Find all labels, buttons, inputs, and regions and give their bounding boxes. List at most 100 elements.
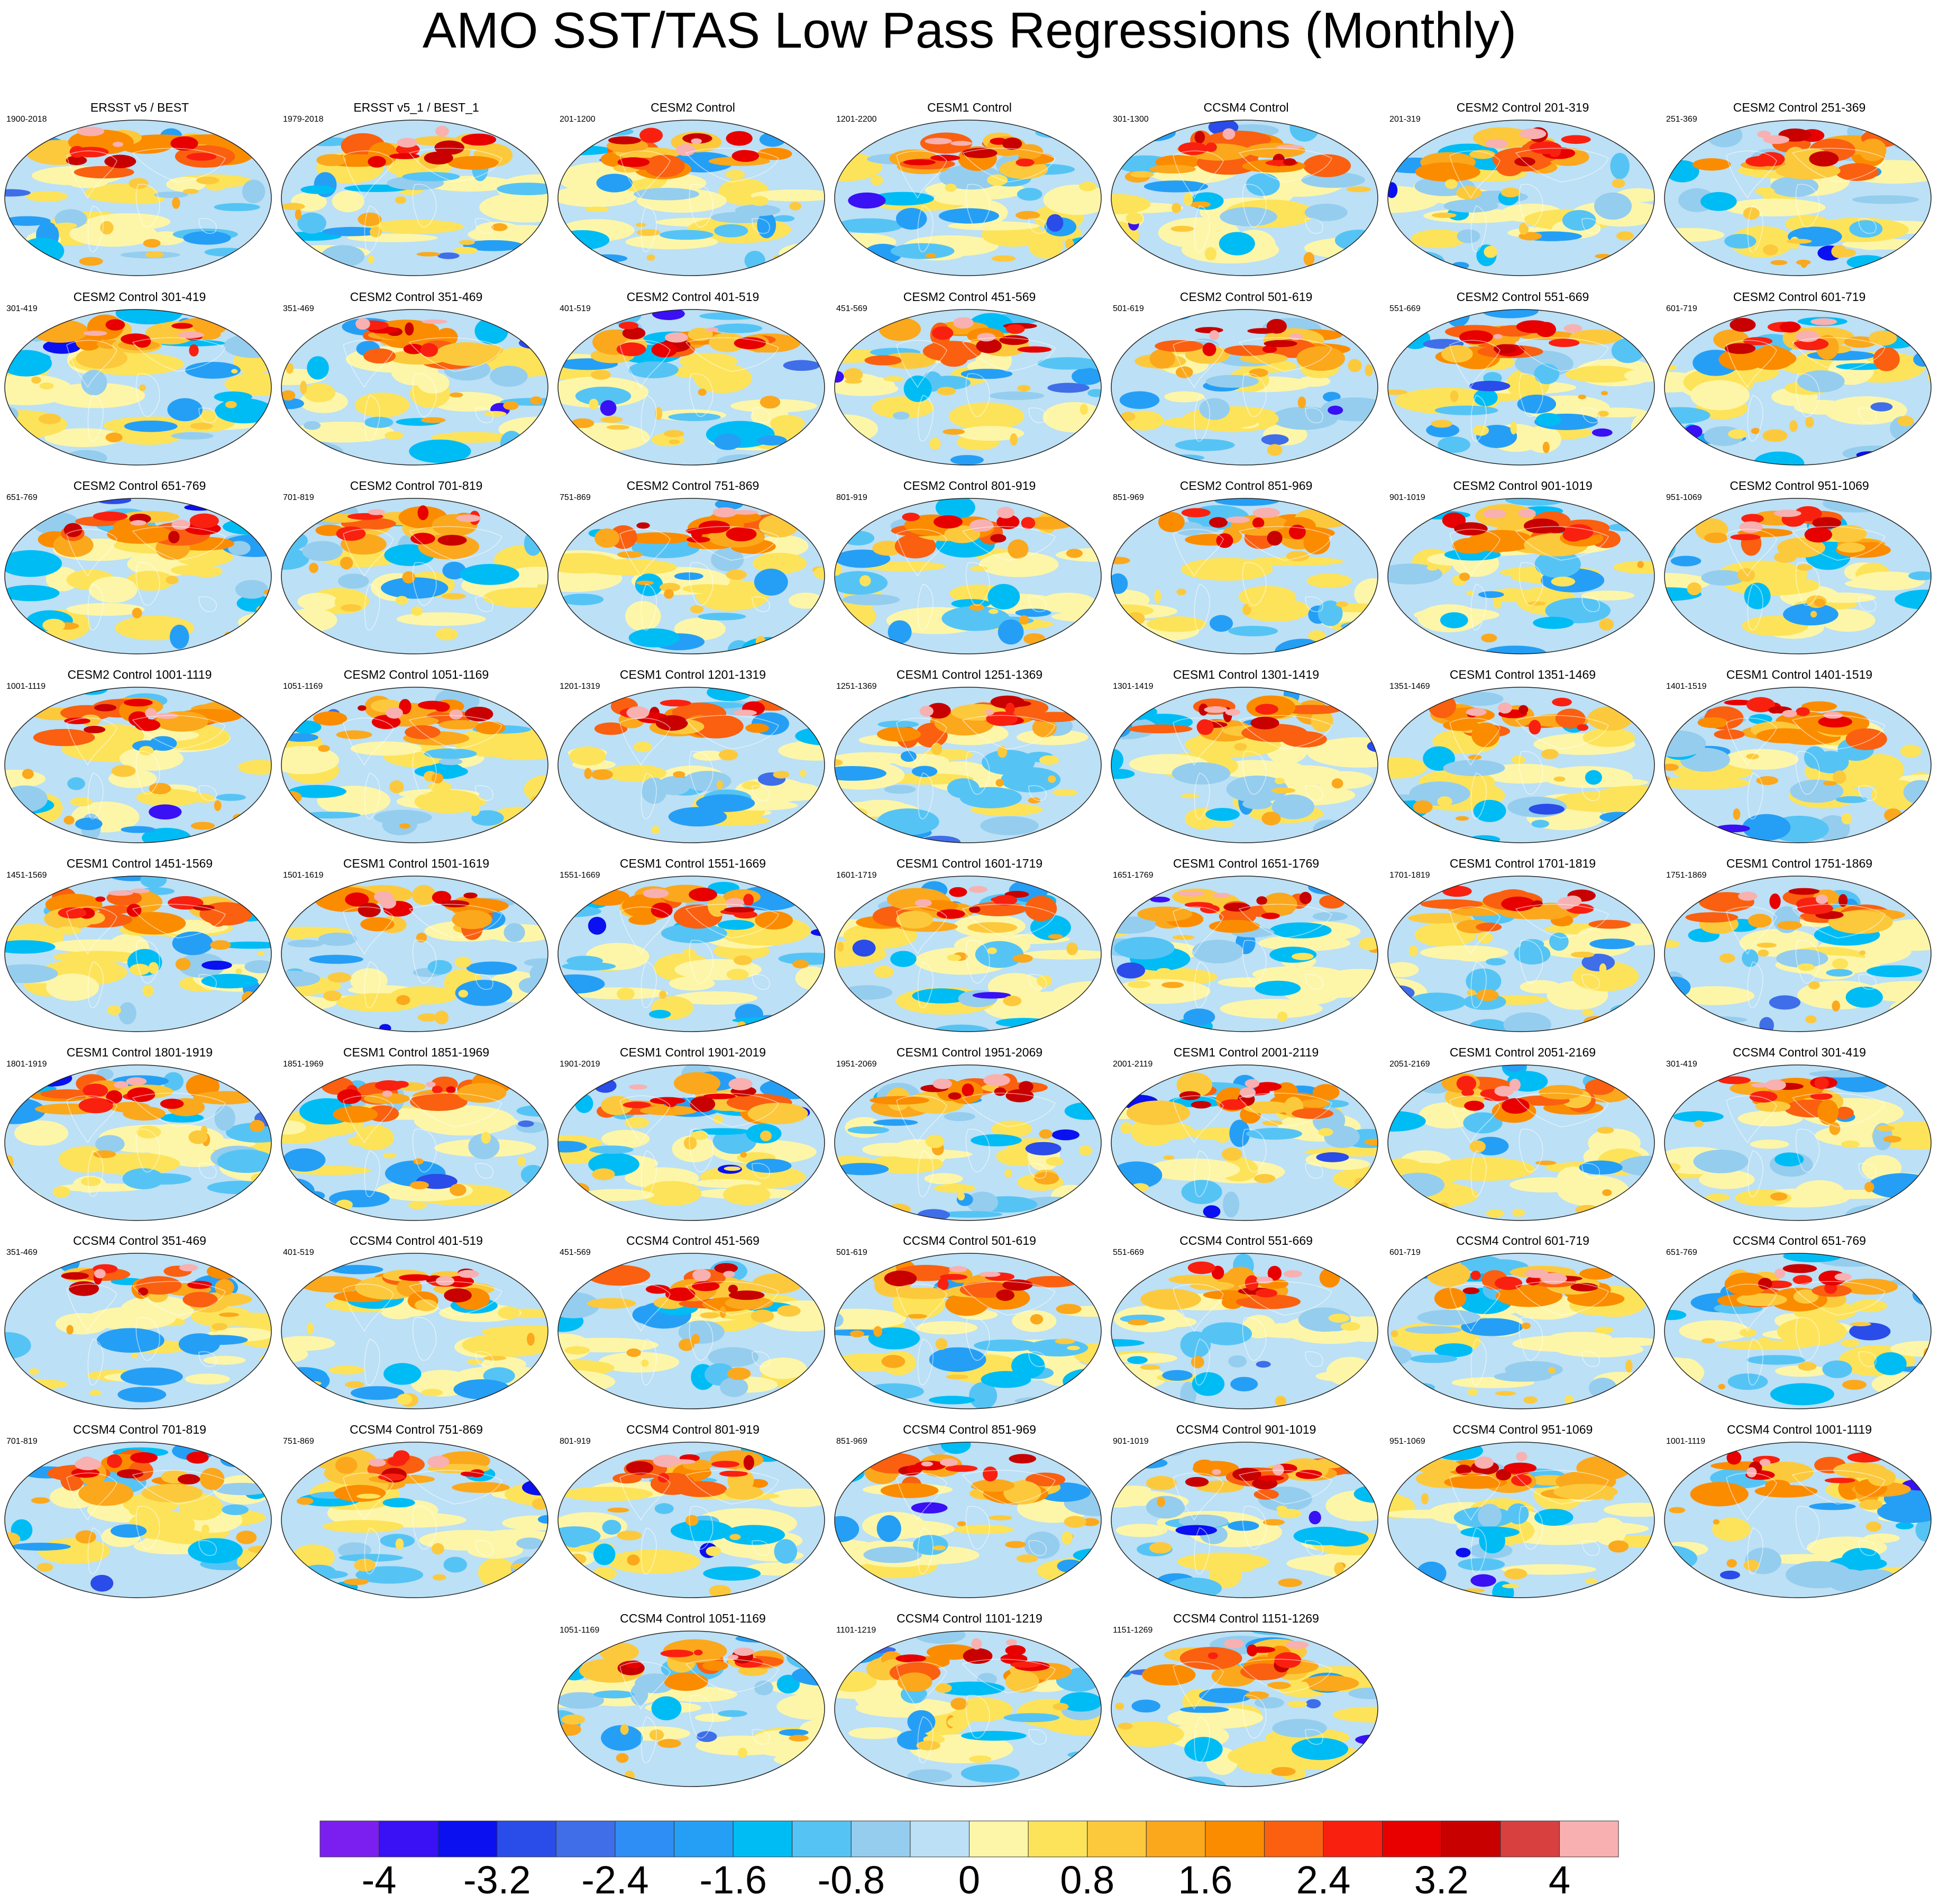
regression-map — [1664, 498, 1932, 654]
panel-title: CESM1 Control 1451-1569 — [66, 857, 213, 870]
map-panel: CESM1 Control 1851-1969 1851-1969 — [280, 1045, 553, 1225]
map-panel: CESM2 Control 701-819 701-819 — [280, 479, 553, 659]
regression-map — [1387, 498, 1655, 654]
panel-title: CCSM4 Control 701-819 — [73, 1423, 206, 1436]
map-panel: CESM1 Control 1301-1419 1301-1419 — [1110, 668, 1383, 848]
colorbar-swatch — [733, 1820, 793, 1857]
colorbar-swatch — [1559, 1820, 1619, 1857]
map-panel: CESM2 Control 401-519 401-519 — [556, 290, 829, 470]
regression-map — [281, 1064, 548, 1221]
panel-title: CESM2 Control 551-669 — [1456, 290, 1589, 304]
panel-year-range: 751-869 — [560, 493, 591, 502]
panel-title: CESM1 Control 1851-1969 — [343, 1045, 490, 1059]
map-panel: ERSST v5_1 / BEST_1 1979-2018 — [280, 101, 553, 280]
map-panel: CESM2 Control 601-719 601-719 — [1663, 290, 1936, 470]
map-panel: CESM1 Control 1451-1569 1451-1569 — [3, 857, 276, 1036]
colorbar-swatch — [1205, 1820, 1265, 1857]
regression-map — [1387, 120, 1655, 276]
panel-title: CESM2 Control 1051-1169 — [343, 668, 489, 681]
map-panel: CCSM4 Control 1001-1119 1001-1119 — [1663, 1423, 1936, 1602]
panel-year-range: 351-469 — [6, 1248, 38, 1257]
regression-map — [1387, 1064, 1655, 1221]
regression-map — [1664, 876, 1932, 1032]
regression-map — [281, 309, 548, 466]
regression-map — [557, 498, 825, 654]
panel-title: CCSM4 Control 1001-1119 — [1726, 1423, 1872, 1436]
panel-year-range: 2051-2169 — [1389, 1060, 1430, 1069]
figure-title: AMO SST/TAS Low Pass Regressions (Monthl… — [422, 2, 1517, 59]
colorbar-tick-label: 0 — [958, 1858, 981, 1902]
regression-map — [557, 1253, 825, 1409]
panel-year-range: 1751-1869 — [1666, 871, 1707, 880]
panel-year-range: 1051-1169 — [560, 1626, 600, 1635]
map-panel: CESM1 Control 1251-1369 1251-1369 — [833, 668, 1106, 848]
regression-map — [1387, 687, 1655, 843]
panel-title: CESM1 Control 2001-2119 — [1173, 1045, 1319, 1059]
panel-year-range: 651-769 — [6, 493, 38, 502]
panel-title: CCSM4 Control 351-469 — [73, 1234, 206, 1247]
regression-map — [281, 120, 548, 276]
colorbar-swatch — [1500, 1820, 1560, 1857]
panel-year-range: 201-1200 — [560, 115, 596, 124]
map-panel: CCSM4 Control 301-1300 — [1110, 101, 1383, 280]
map-panel: CESM2 Control 801-919 801-919 — [833, 479, 1106, 659]
regression-map — [834, 1442, 1102, 1598]
panel-title: CESM2 Control 501-619 — [1179, 290, 1313, 304]
panel-title: CCSM4 Control 451-569 — [626, 1234, 760, 1247]
panel-year-range: 301-1300 — [1113, 115, 1149, 124]
panel-year-range: 1601-1719 — [836, 871, 877, 880]
panel-title: CESM2 Control 451-569 — [903, 290, 1036, 304]
panel-year-range: 301-419 — [1666, 1060, 1697, 1069]
regression-map — [834, 309, 1102, 466]
regression-map — [4, 498, 272, 654]
colorbar-tick-label: -4 — [361, 1858, 397, 1902]
map-panel: CESM2 Control 501-619 501-619 — [1110, 290, 1383, 470]
regression-map — [281, 687, 548, 843]
regression-map — [1111, 309, 1378, 466]
regression-map — [557, 120, 825, 276]
panel-year-range: 951-1069 — [1666, 493, 1702, 502]
map-panel: CCSM4 Control 451-569 451-569 — [556, 1234, 829, 1414]
map-panel: CESM1 Control 1951-2069 1951-2069 — [833, 1045, 1106, 1225]
colorbar-swatch — [1323, 1820, 1383, 1857]
map-panel: CESM2 Control 851-969 851-969 — [1110, 479, 1383, 659]
regression-map — [1664, 1064, 1932, 1221]
colorbar-tick-label: -0.8 — [817, 1858, 885, 1902]
panel-year-range: 501-619 — [1113, 304, 1144, 313]
map-panel: CESM2 Control 351-469 351-469 — [280, 290, 553, 470]
map-panel: CCSM4 Control 1101-1219 1101-1219 — [833, 1611, 1106, 1791]
map-panel: CCSM4 Control 701-819 701-819 — [3, 1423, 276, 1602]
regression-map — [834, 876, 1102, 1032]
panel-year-range: 1201-2200 — [836, 115, 877, 124]
panel-year-range: 501-619 — [836, 1248, 867, 1257]
colorbar-swatch — [555, 1820, 616, 1857]
panel-year-range: 351-469 — [283, 304, 314, 313]
map-panel: CESM2 Control 1051-1169 1051-1169 — [280, 668, 553, 848]
map-panel: CESM2 Control 651-769 651-769 — [3, 479, 276, 659]
panel-title: CESM1 Control 1751-1869 — [1726, 857, 1873, 870]
map-panel: CESM2 Control 751-869 751-869 — [556, 479, 829, 659]
panel-title: CESM1 Control 1551-1669 — [619, 857, 766, 870]
panel-year-range: 801-919 — [836, 493, 867, 502]
panel-title: CESM2 Control 401-519 — [626, 290, 760, 304]
regression-map — [557, 1064, 825, 1221]
regression-map — [557, 876, 825, 1032]
map-panel: CCSM4 Control 601-719 601-719 — [1386, 1234, 1659, 1414]
colorbar-swatch — [792, 1820, 852, 1857]
regression-map — [1111, 1630, 1378, 1787]
colorbar-swatch — [1146, 1820, 1206, 1857]
panel-title: CCSM4 Control 1151-1269 — [1173, 1611, 1319, 1625]
panel-title: CESM1 Control 1901-2019 — [619, 1045, 766, 1059]
panel-title: ERSST v5 / BEST — [90, 101, 189, 114]
map-panel: CESM2 Control 301-419 301-419 — [3, 290, 276, 470]
panel-title: CESM2 Control 601-719 — [1733, 290, 1866, 304]
regression-map — [281, 498, 548, 654]
panel-year-range: 1001-1119 — [6, 682, 46, 691]
panel-title: ERSST v5_1 / BEST_1 — [353, 101, 479, 114]
panel-title: CESM1 Control 1301-1419 — [1173, 668, 1320, 681]
map-panel: CCSM4 Control 851-969 851-969 — [833, 1423, 1106, 1602]
panel-title: CESM2 Control 251-369 — [1733, 101, 1866, 114]
map-panel: CCSM4 Control 551-669 551-669 — [1110, 1234, 1383, 1414]
colorbar-swatch — [910, 1820, 969, 1857]
panel-title: CESM1 Control 1701-1819 — [1449, 857, 1596, 870]
